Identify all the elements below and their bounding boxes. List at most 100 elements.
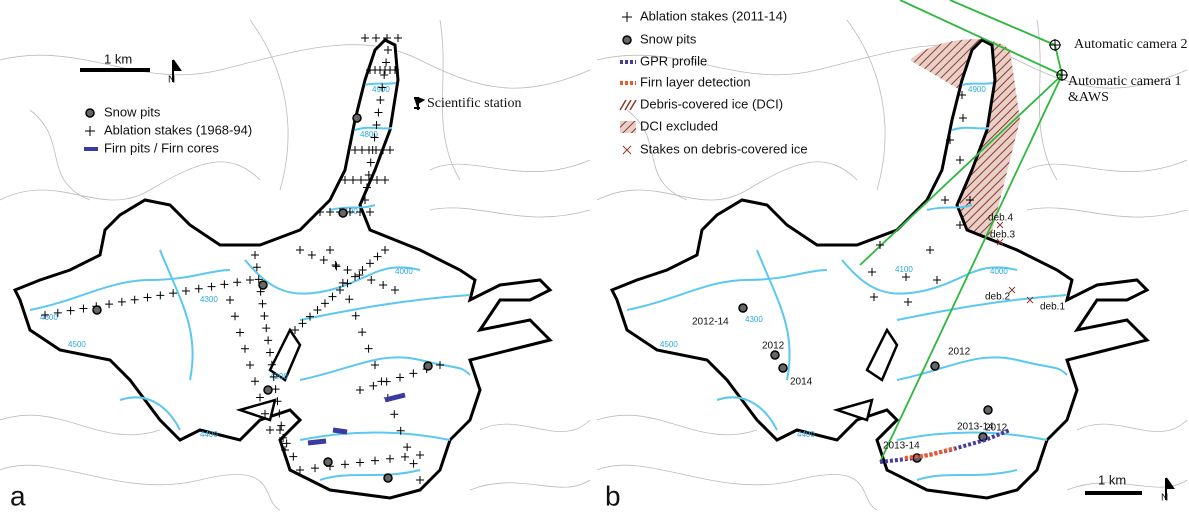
- stake: [371, 456, 379, 465]
- stake: [326, 246, 334, 254]
- stake: [362, 183, 371, 192]
- stake: [383, 34, 391, 42]
- stake: [409, 369, 418, 378]
- stake: [275, 409, 284, 418]
- firn-pits: [307, 392, 406, 446]
- stake: [336, 286, 344, 294]
- stake: [372, 146, 380, 154]
- north-label: N: [1161, 493, 1168, 504]
- north-arrow: [1165, 477, 1175, 500]
- stake: [390, 410, 399, 419]
- scale-label: 1 km: [1098, 472, 1126, 487]
- contour-label: 4300: [200, 295, 218, 304]
- stake: [267, 360, 276, 369]
- stake: [367, 276, 376, 284]
- contour-label: 4500: [660, 340, 678, 349]
- legend-symbol: [85, 108, 95, 118]
- stake: [956, 221, 964, 229]
- stake: [241, 344, 249, 353]
- stake: [358, 266, 367, 274]
- legend-symbol: [622, 35, 632, 45]
- stake: [372, 121, 381, 129]
- pit-label: 2013-14: [883, 441, 920, 452]
- stake: [868, 268, 876, 276]
- pit-label: 2012: [985, 423, 1008, 434]
- snow-pit: [983, 405, 993, 415]
- stake: [251, 251, 259, 259]
- snow-pit: [423, 361, 433, 371]
- station-icon: [414, 97, 426, 110]
- stake: [296, 466, 304, 474]
- stake-label: deb.2: [985, 292, 1010, 303]
- stake: [382, 377, 391, 386]
- stake: [870, 293, 878, 301]
- contour-label: 4800: [360, 130, 378, 139]
- contour-label: 4100: [895, 265, 913, 274]
- camera-views: [859, 0, 1063, 463]
- pit-label: 2014: [790, 377, 813, 388]
- stake: [391, 286, 399, 294]
- stake: [351, 272, 359, 281]
- stake: [376, 96, 385, 104]
- scale-label: 1 km: [104, 51, 132, 66]
- stake: [956, 156, 964, 164]
- stake: [271, 385, 280, 394]
- stake: [379, 281, 388, 289]
- stake: [345, 295, 354, 304]
- stake: [369, 381, 378, 390]
- legend-label: GPR profile: [640, 53, 707, 68]
- stake: [933, 276, 941, 284]
- stake: [366, 158, 375, 167]
- pit-label: 2012: [762, 341, 785, 352]
- stake: [396, 373, 404, 382]
- stake: [356, 458, 364, 467]
- debris-stake: [996, 221, 1004, 229]
- stake: [403, 443, 412, 452]
- debris-stake: [996, 238, 1004, 246]
- stake: [321, 299, 329, 308]
- stake: [394, 34, 402, 42]
- legend-label: DCI excluded: [640, 118, 718, 133]
- stake: [409, 459, 418, 468]
- stake: [366, 259, 374, 268]
- snow-pit: [778, 363, 788, 373]
- snow-pit: [263, 385, 273, 395]
- pit-label: 2012: [948, 347, 971, 358]
- cameras: [1049, 39, 1068, 81]
- stake: [266, 426, 274, 434]
- stake: [264, 336, 273, 345]
- stake: [231, 312, 239, 321]
- station-label: Scientific station: [427, 96, 521, 111]
- snow-pit: [930, 361, 940, 371]
- debris-stake: [1026, 296, 1034, 304]
- stake: [316, 208, 324, 216]
- stake: [416, 451, 424, 459]
- stake: [306, 312, 314, 321]
- stake: [220, 280, 229, 289]
- stake: [326, 208, 334, 216]
- stake: [269, 372, 278, 381]
- contour-label: 4300: [745, 315, 763, 324]
- snow-pit: [770, 350, 780, 360]
- stake: [332, 262, 341, 271]
- stake: [276, 426, 284, 434]
- stake: [374, 108, 383, 117]
- contour-label: 4000: [990, 267, 1008, 276]
- debris-area: [910, 39, 1070, 310]
- stake: [351, 146, 359, 154]
- stake: [416, 476, 424, 484]
- stake: [281, 446, 289, 454]
- stake: [355, 271, 364, 279]
- stake: [66, 306, 75, 315]
- contour-label: 4400: [797, 430, 815, 439]
- snow-pit: [383, 473, 393, 483]
- legend-label: Firn pits / Firn cores: [104, 140, 219, 155]
- stake: [254, 275, 263, 284]
- stake: [361, 196, 369, 204]
- stake: [381, 246, 389, 254]
- panel-label: b: [605, 480, 621, 511]
- stake: [319, 256, 328, 264]
- snow-pit: [738, 303, 748, 313]
- stake: [143, 293, 152, 302]
- snow-pit: [323, 457, 333, 467]
